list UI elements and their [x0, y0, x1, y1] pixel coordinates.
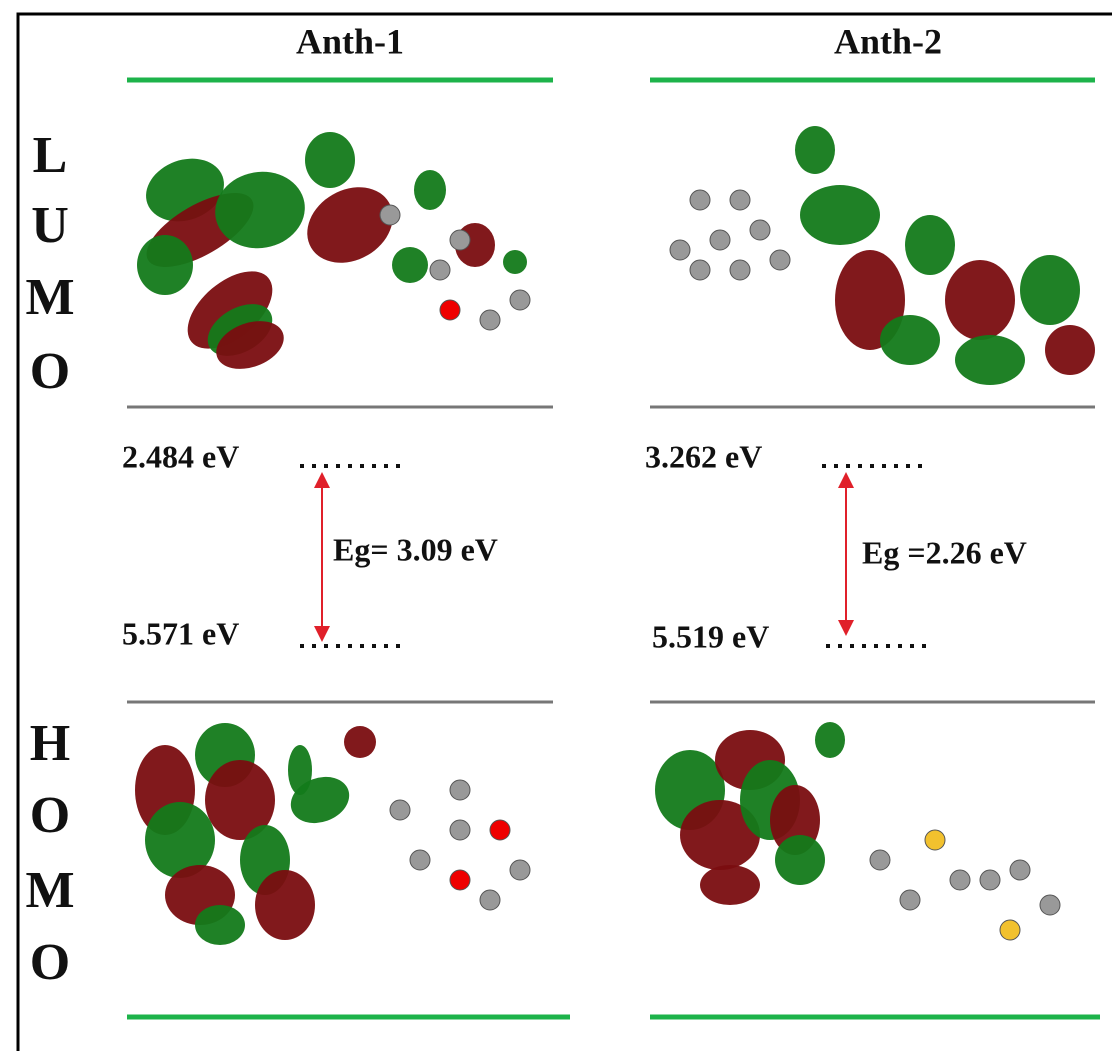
orbital-lobe	[255, 870, 315, 940]
atom	[980, 870, 1000, 890]
lumo-energy: 3.262 eV	[645, 438, 762, 474]
atom	[1000, 920, 1020, 940]
atom	[480, 310, 500, 330]
orbital-lobe	[344, 726, 376, 758]
orbital-lobe	[955, 335, 1025, 385]
column-title: Anth-1	[296, 21, 404, 61]
orbital-lobe	[800, 185, 880, 245]
atom	[710, 230, 730, 250]
homo-energy: 5.519 eV	[652, 618, 769, 654]
orbital-lobe	[137, 235, 193, 295]
atom	[870, 850, 890, 870]
atom	[480, 890, 500, 910]
atom	[750, 220, 770, 240]
atom	[730, 260, 750, 280]
atom	[450, 780, 470, 800]
orbital-lobe	[945, 260, 1015, 340]
atom	[690, 190, 710, 210]
atom	[450, 870, 470, 890]
atom	[380, 205, 400, 225]
atom	[440, 300, 460, 320]
orbital-lobe	[414, 170, 446, 210]
atom	[730, 190, 750, 210]
side-letter: M	[25, 862, 74, 919]
atom	[430, 260, 450, 280]
atom	[950, 870, 970, 890]
atom	[510, 860, 530, 880]
gap-label: Eg= 3.09 eV	[333, 531, 498, 567]
atom	[390, 800, 410, 820]
orbital-lobe	[503, 250, 527, 274]
side-letter: U	[31, 197, 69, 254]
orbital-lobe	[815, 722, 845, 758]
orbital-lobe	[195, 905, 245, 945]
lumo-energy: 2.484 eV	[122, 438, 239, 474]
atom	[510, 290, 530, 310]
atom	[1010, 860, 1030, 880]
side-letter: M	[25, 269, 74, 326]
side-letter: O	[30, 787, 70, 844]
orbital-lobe	[880, 315, 940, 365]
homo-energy: 5.571 eV	[122, 615, 239, 651]
atom	[1040, 895, 1060, 915]
orbital-lobe	[305, 132, 355, 188]
orbital-lobe	[1020, 255, 1080, 325]
atom	[450, 820, 470, 840]
atom	[490, 820, 510, 840]
atom	[770, 250, 790, 270]
orbital-lobe	[288, 745, 312, 795]
side-letter: O	[30, 934, 70, 991]
atom	[690, 260, 710, 280]
orbital-lobe	[1045, 325, 1095, 375]
orbital-lobe	[392, 247, 428, 283]
side-letter: L	[33, 127, 68, 184]
atom	[410, 850, 430, 870]
atom	[900, 890, 920, 910]
atom	[450, 230, 470, 250]
orbital-lobe	[795, 126, 835, 174]
side-letter: H	[30, 715, 70, 772]
gap-label: Eg =2.26 eV	[862, 534, 1027, 570]
orbital-lobe	[775, 835, 825, 885]
atom	[925, 830, 945, 850]
column-title: Anth-2	[834, 21, 942, 61]
side-letter: O	[30, 343, 70, 400]
orbital-lobe	[700, 865, 760, 905]
atom	[670, 240, 690, 260]
figure: Anth-1 Anth-2 L U M O H O M O 2.484 eV 5…	[0, 0, 1112, 1051]
orbital-lobe	[905, 215, 955, 275]
